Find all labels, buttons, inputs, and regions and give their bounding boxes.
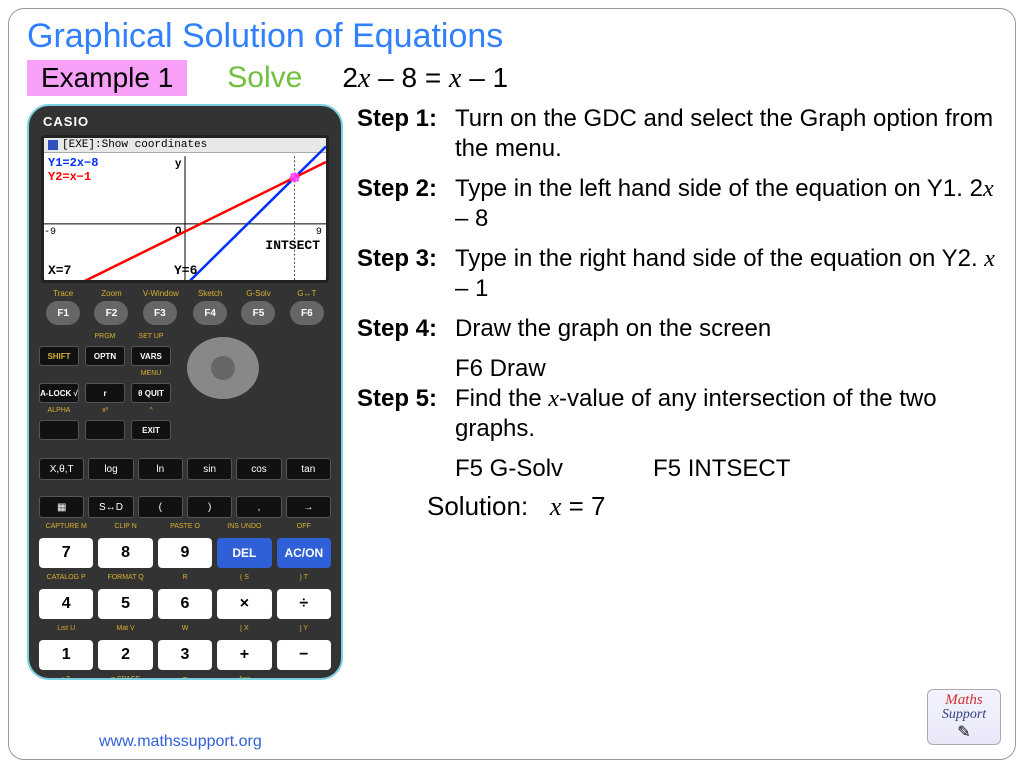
calc-button[interactable]: AC/ON [277,538,331,568]
calc-button[interactable]: 2 [98,640,152,670]
fkey-button[interactable]: F6 [290,301,324,325]
logo-line2: Support [942,708,986,722]
pencil-icon: ✎ [957,722,970,742]
dpad[interactable] [183,333,263,403]
calc-button[interactable]: , [236,496,281,518]
calc-button[interactable]: θ QUIT [131,383,171,403]
calc-button[interactable]: 5 [98,589,152,619]
calc-button[interactable]: × [217,589,271,619]
calc-button[interactable]: cos [236,458,281,480]
solution: Solution: x = 7 [427,490,997,524]
main-area: CASIO [EXE]:Show coordinates Y1=2x−8 Y2=… [27,104,997,680]
step-body: Draw the graph on the screen [455,314,997,344]
fkey-label: Zoom [94,289,128,299]
solve-label: Solve [227,61,302,95]
calc-button[interactable]: S↔D [88,496,133,518]
calc-button[interactable]: 3 [158,640,212,670]
step-body: Turn on the GDC and select the Graph opt… [455,104,997,164]
calc-button[interactable]: ln [138,458,183,480]
calc-button[interactable]: 8 [98,538,152,568]
calc-button[interactable]: → [286,496,331,518]
step-label: Step 3: [357,244,455,304]
calc-button[interactable]: A-LOCK √ [39,383,79,403]
svg-text:y: y [175,158,182,170]
fkey-button[interactable]: F4 [193,301,227,325]
calc-button[interactable]: 6 [158,589,212,619]
calculator: CASIO [EXE]:Show coordinates Y1=2x−8 Y2=… [27,104,343,680]
calc-button[interactable]: sin [187,458,232,480]
calc-button[interactable]: + [217,640,271,670]
calc-button[interactable] [85,420,125,440]
x-value: X=7 [48,263,71,278]
step-label: Step 1: [357,104,455,164]
header-row: Example 1 Solve 2x – 8 = x – 1 [27,60,997,96]
step-body: Type in the right hand side of the equat… [455,244,997,304]
graph-plot: -99yO [44,138,326,280]
calc-button[interactable]: ÷ [277,589,331,619]
calc-button[interactable]: tan [286,458,331,480]
step-body: Type in the left hand side of the equati… [455,174,997,234]
equation: 2x – 8 = x – 1 [342,62,508,95]
fkey-button[interactable]: F1 [46,301,80,325]
calc-button[interactable]: 1 [39,640,93,670]
step-label: Step 4: [357,314,455,344]
intsect-label: INTSECT [265,238,320,253]
calc-button[interactable]: r [85,383,125,403]
footer-link[interactable]: www.mathssupport.org [99,733,262,751]
calc-button[interactable] [39,420,79,440]
step-extra: F6 Draw [455,354,997,384]
calc-button[interactable]: ▦ [39,496,84,518]
number-keys: CAPTURE MCLIP NPASTE OINS UNDOOFF789DELA… [29,520,341,680]
calc-button[interactable]: VARS [131,346,171,366]
calc-button[interactable]: − [277,640,331,670]
calc-button[interactable]: 7 [39,538,93,568]
calc-button[interactable]: X,θ,T [39,458,84,480]
calc-button[interactable]: ) [187,496,232,518]
fkey-label: Trace [46,289,80,299]
calc-button[interactable]: 4 [39,589,93,619]
fkey-label: G-Solv [241,289,275,299]
fkey-button[interactable]: F3 [143,301,177,325]
svg-text:9: 9 [316,227,322,238]
calc-button[interactable]: ( [138,496,183,518]
calc-button[interactable]: SHIFT [39,346,79,366]
slide: Graphical Solution of Equations Example … [8,8,1016,760]
function-keys: Trace F1 Zoom F2 V-Window F3 Sketch F4 G-Solv F5 G… [29,289,341,329]
page-title: Graphical Solution of Equations [27,17,997,56]
example-badge: Example 1 [27,60,187,96]
fkey-button[interactable]: F2 [94,301,128,325]
calc-button[interactable]: DEL [217,538,271,568]
fkey-label: Sketch [193,289,227,299]
logo: Maths Support ✎ [927,689,1001,745]
calc-button[interactable]: log [88,458,133,480]
calc-button[interactable]: OPTN [85,346,125,366]
calc-button[interactable]: 9 [158,538,212,568]
mid-row: PRGMSET UPSHIFTOPTNVARSMENUA-LOCK √rθ QU… [29,329,341,444]
calc-screen: [EXE]:Show coordinates Y1=2x−8 Y2=x−1 -9… [41,135,329,283]
step-label: Step 5: [357,384,455,444]
step-label: Step 2: [357,174,455,234]
y-value: Y=6 [174,263,197,278]
black-keys: X,θ,Tloglnsincostan ▦S↔D(),→ [29,444,341,520]
steps-panel: Step 1:Turn on the GDC and select the Gr… [357,104,997,680]
fkey-button[interactable]: F5 [241,301,275,325]
fkey-label: V-Window [143,289,179,299]
calc-brand: CASIO [29,106,341,133]
fkey-label: G↔T [290,289,324,299]
logo-line1: Maths [945,693,983,708]
step-extra: F5 G-SolvF5 INTSECT [455,454,997,484]
step-body: Find the x-value of any intersection of … [455,384,997,444]
calc-button[interactable]: EXIT [131,420,171,440]
svg-text:-9: -9 [44,227,56,238]
mid-buttons: PRGMSET UPSHIFTOPTNVARSMENUA-LOCK √rθ QU… [39,333,171,440]
